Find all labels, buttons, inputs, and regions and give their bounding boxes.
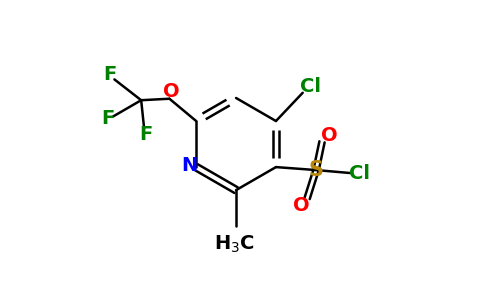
Text: H$_3$C: H$_3$C bbox=[214, 233, 255, 254]
Text: F: F bbox=[101, 109, 114, 128]
Text: Cl: Cl bbox=[348, 164, 370, 182]
Text: Cl: Cl bbox=[300, 77, 320, 96]
Text: N: N bbox=[182, 156, 198, 175]
Text: S: S bbox=[309, 160, 324, 180]
Text: F: F bbox=[104, 64, 117, 84]
Text: O: O bbox=[163, 82, 179, 101]
Text: O: O bbox=[293, 196, 310, 215]
Text: F: F bbox=[139, 125, 152, 145]
Text: O: O bbox=[321, 126, 338, 145]
